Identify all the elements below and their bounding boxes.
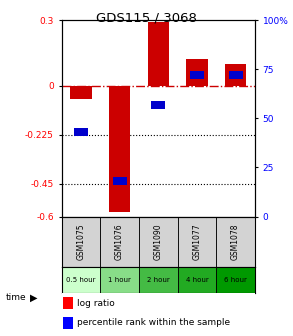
Text: 1 hour: 1 hour — [108, 277, 131, 283]
Bar — [216, 266, 255, 293]
Text: percentile rank within the sample: percentile rank within the sample — [77, 318, 230, 327]
Text: GSM1078: GSM1078 — [231, 223, 240, 260]
Text: time: time — [6, 293, 26, 302]
Bar — [100, 217, 139, 266]
Text: GDS115 / 3068: GDS115 / 3068 — [96, 12, 197, 25]
Bar — [190, 71, 204, 79]
Text: GSM1076: GSM1076 — [115, 223, 124, 260]
Text: GSM1090: GSM1090 — [154, 223, 163, 260]
Bar — [178, 217, 216, 266]
Text: log ratio: log ratio — [77, 299, 115, 308]
Bar — [113, 177, 127, 185]
Bar — [62, 266, 100, 293]
Bar — [178, 266, 216, 293]
Bar — [70, 86, 91, 99]
Bar — [139, 266, 178, 293]
Bar — [64, 297, 73, 309]
Text: 6 hour: 6 hour — [224, 277, 247, 283]
Bar — [229, 71, 243, 79]
Text: ▶: ▶ — [30, 292, 38, 302]
Bar — [148, 22, 169, 86]
Bar — [64, 317, 73, 329]
Text: GSM1077: GSM1077 — [193, 223, 201, 260]
Bar — [62, 217, 100, 266]
Text: GSM1075: GSM1075 — [76, 223, 85, 260]
Text: 2 hour: 2 hour — [147, 277, 170, 283]
Bar — [186, 59, 207, 86]
Bar — [225, 64, 246, 86]
Bar — [109, 86, 130, 212]
Text: 0.5 hour: 0.5 hour — [66, 277, 96, 283]
Text: 4 hour: 4 hour — [185, 277, 208, 283]
Bar — [151, 101, 165, 109]
Bar — [139, 217, 178, 266]
Bar — [216, 217, 255, 266]
Bar — [74, 128, 88, 136]
Bar — [100, 266, 139, 293]
